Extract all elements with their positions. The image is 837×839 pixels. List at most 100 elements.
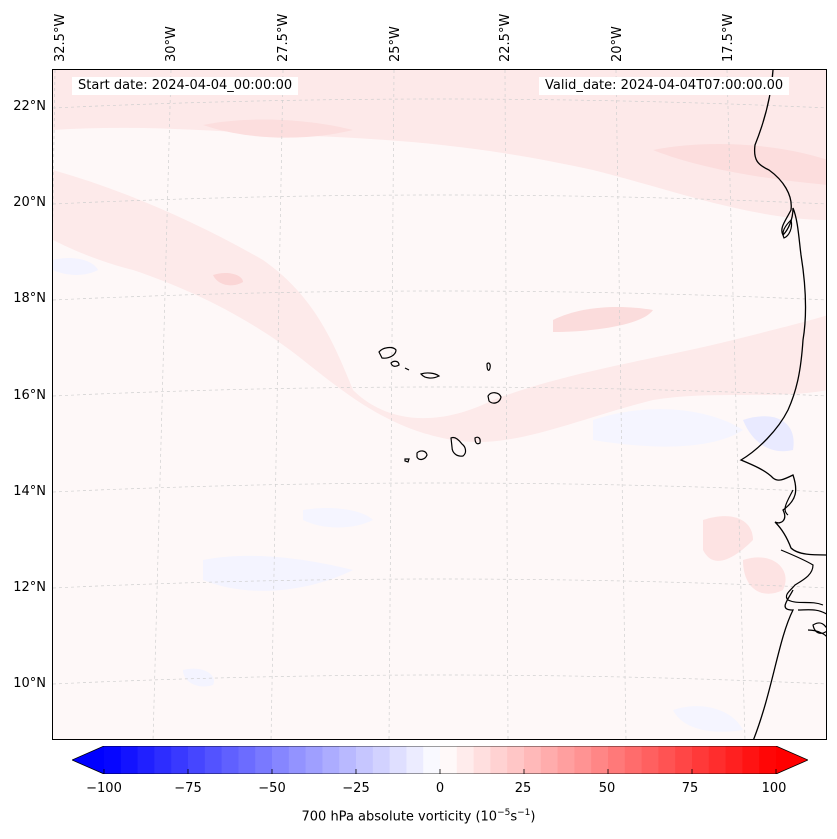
colorbar-bin <box>171 746 189 774</box>
africa-coast-detail-a <box>782 218 793 239</box>
colorbar-tick: 50 <box>598 781 616 796</box>
vorticity-patch-c <box>203 119 353 138</box>
vorticity-negative-d <box>53 258 98 275</box>
meridian-27.5w <box>270 70 284 739</box>
colorbar-bin <box>591 746 609 774</box>
lat-label-18n: 18°N <box>13 291 46 306</box>
colorbar-bin <box>288 746 307 774</box>
colorbar-bin <box>389 746 407 774</box>
lon-label-22.5w: 22.5°W <box>498 13 513 62</box>
vorticity-band-north <box>53 70 826 220</box>
colorbar-bin <box>742 746 760 774</box>
lat-label-16n: 16°N <box>13 388 46 403</box>
vorticity-negative-b <box>593 409 743 447</box>
colorbar-bin <box>221 746 239 774</box>
island-sao-vicente <box>390 360 400 367</box>
cape-verde-islands <box>378 346 502 463</box>
africa-coastline <box>739 70 826 739</box>
colorbar-bin <box>137 746 155 774</box>
colorbar-tick: −75 <box>174 781 202 796</box>
colorbar-bin <box>356 746 374 774</box>
island-santa-luzia <box>404 367 410 371</box>
colorbar-bin <box>624 746 643 774</box>
colorbar-tick: −50 <box>258 781 286 796</box>
colorbar-bin <box>490 746 508 774</box>
island-boa-vista <box>487 392 502 404</box>
lon-label-25w: 25°W <box>388 26 403 62</box>
island-fogo <box>416 450 428 461</box>
colorbar-bin <box>574 746 592 774</box>
map-panel[interactable] <box>52 69 827 740</box>
meridian-25w <box>388 70 395 739</box>
colorbar-bin <box>339 746 357 774</box>
colorbar-tick: 25 <box>514 781 532 796</box>
vorticity-negative-f <box>183 668 214 687</box>
colorbar-bin <box>272 746 290 774</box>
island-sal <box>486 362 491 371</box>
colorbar-bin <box>658 746 676 774</box>
parallel-14n <box>53 482 826 493</box>
parallel-10n <box>53 674 826 685</box>
lat-label-10n: 10°N <box>13 676 46 691</box>
colorbar-tick: −100 <box>86 781 122 796</box>
colorbar-bin <box>524 746 542 774</box>
colorbar-min-extend <box>72 746 104 774</box>
colorbar-max-extend <box>776 746 808 774</box>
start-date-label: Start date: 2024-04-04_00:00:00 <box>72 77 299 95</box>
colorbar-bin <box>238 746 256 774</box>
colorbar-bin <box>372 746 391 774</box>
lon-label-30w: 30°W <box>164 26 179 62</box>
vorticity-band-central <box>53 170 826 442</box>
meridian-22.5w <box>504 70 509 739</box>
island-santiago <box>450 436 467 457</box>
colorbar-bin <box>305 746 323 774</box>
graticule <box>53 70 826 739</box>
lon-label-32.5w: 32.5°W <box>53 13 68 62</box>
meridian-20w <box>615 70 627 739</box>
parallel-20n <box>53 194 826 205</box>
colorbar-bin <box>188 746 206 774</box>
lon-label-20w: 20°W <box>610 26 625 62</box>
vorticity-negative-c <box>743 416 794 452</box>
lat-label-22n: 22°N <box>13 99 46 114</box>
colorbar-bin <box>708 746 727 774</box>
colorbar-bin <box>557 746 575 774</box>
colorbar-bin <box>641 746 659 774</box>
lat-label-20n: 20°N <box>13 195 46 210</box>
africa-coast-detail-b <box>784 489 794 516</box>
africa-coast-detail-f <box>807 629 826 637</box>
island-brava <box>404 458 410 463</box>
parallel-22n <box>53 98 826 109</box>
vorticity-negative-a <box>203 555 353 591</box>
colorbar-bin <box>759 746 777 774</box>
meridian-30w <box>152 70 172 739</box>
colorbar-bin <box>120 746 139 774</box>
vorticity-negative-g <box>673 706 743 732</box>
colorbar <box>72 746 808 774</box>
lat-label-14n: 14°N <box>13 484 46 499</box>
vorticity-negative-e <box>303 508 373 528</box>
vorticity-patch-d <box>653 144 826 185</box>
colorbar-tick: 0 <box>435 781 445 796</box>
colorbar-bin <box>473 746 491 774</box>
colorbar-tick: 100 <box>761 781 787 796</box>
parallel-16n <box>53 386 826 397</box>
lon-label-17.5w: 17.5°W <box>721 13 736 62</box>
colorbar-bin <box>322 746 340 774</box>
colorbar-bin <box>507 746 525 774</box>
island-maio <box>474 436 481 445</box>
colorbar-bin <box>255 746 273 774</box>
meridian-17.5w <box>726 70 746 739</box>
colorbar-bin <box>154 746 172 774</box>
lat-label-12n: 12°N <box>13 580 46 595</box>
vorticity-patch-e <box>703 516 753 561</box>
colorbar-bin <box>675 746 693 774</box>
vorticity-patch-a <box>213 272 243 286</box>
vorticity-patch-b <box>553 307 653 332</box>
valid-date-label: Valid_date: 2024-04-04T07:00:00.00 <box>539 77 790 95</box>
colorbar-bin <box>456 746 475 774</box>
colorbar-title: 700 hPa absolute vorticity (10−5s−1) <box>301 808 536 825</box>
colorbar-bin <box>725 746 743 774</box>
africa-coast-detail-d <box>797 609 826 615</box>
parallel-18n <box>53 290 826 301</box>
